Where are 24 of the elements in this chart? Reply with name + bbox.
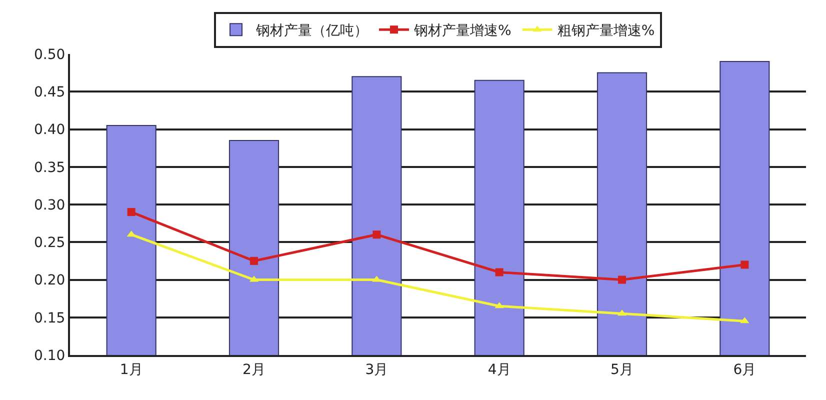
y-tick-label: 0.20 bbox=[34, 272, 66, 289]
y-tick-label: 0.35 bbox=[34, 160, 66, 176]
y-tick-label: 0.25 bbox=[34, 235, 66, 252]
legend-label: 粗钢产量增速% bbox=[557, 23, 655, 40]
point bbox=[495, 268, 504, 276]
y-tick-label: 0.45 bbox=[34, 84, 66, 101]
y-tick-label: 0.15 bbox=[34, 310, 66, 326]
point bbox=[127, 208, 136, 216]
point bbox=[250, 256, 258, 265]
y-tick-label: 0.30 bbox=[34, 197, 66, 214]
point bbox=[618, 276, 626, 284]
x-tick-label: 3月 bbox=[365, 362, 388, 378]
x-tick-label: 5月 bbox=[610, 362, 634, 378]
y-tick-label: 0.50 bbox=[34, 46, 66, 63]
x-tick-label: 4月 bbox=[488, 362, 511, 378]
x-tick-label: 1月 bbox=[120, 362, 143, 378]
point bbox=[740, 260, 749, 269]
x-tick-label: 6月 bbox=[733, 362, 756, 378]
legend-label: 钢材产量增速% bbox=[413, 23, 512, 40]
y-tick-label: 0.10 bbox=[34, 348, 66, 364]
x-tick-label: 2月 bbox=[242, 362, 266, 378]
y-tick-label: 0.40 bbox=[34, 122, 66, 138]
legend-label: 钢材产量（亿吨） bbox=[255, 23, 368, 40]
point bbox=[372, 230, 381, 239]
